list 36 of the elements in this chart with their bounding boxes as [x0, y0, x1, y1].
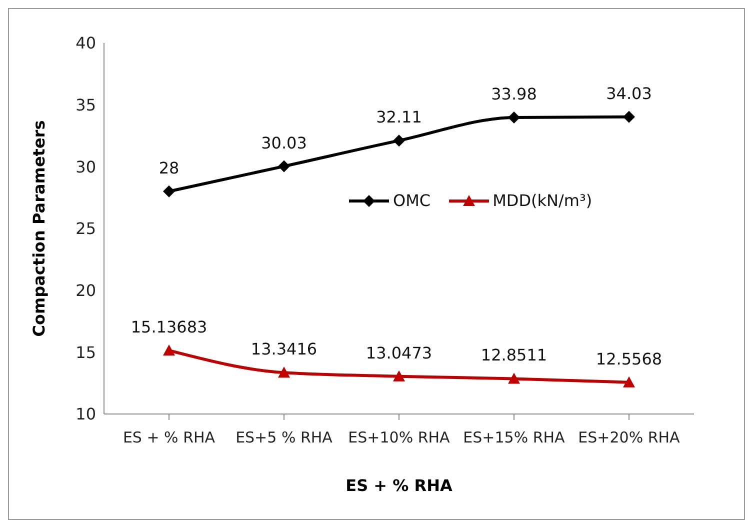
x-axis-title: ES + % RHA [346, 476, 453, 495]
data-label: 34.03 [606, 84, 652, 103]
legend-label: MDD(kN/m³) [492, 191, 592, 210]
point [623, 376, 635, 388]
x-tick-label: ES+10% RHA [348, 428, 451, 447]
point [278, 366, 290, 378]
data-label: 12.8511 [480, 346, 548, 365]
point [278, 160, 290, 172]
data-label: 15.13683 [130, 317, 208, 336]
data-label: 28 [158, 158, 180, 178]
point [393, 134, 405, 147]
y-tick-label: 15 [76, 342, 96, 362]
point [508, 111, 520, 124]
y-tick-label: 25 [76, 219, 96, 238]
x-tick-label: ES+15% RHA [463, 428, 566, 447]
point [163, 344, 175, 356]
data-label: 13.3416 [250, 340, 318, 359]
legend-label: OMC [393, 191, 431, 210]
data-label: 33.98 [491, 84, 537, 104]
y-tick-label: 40 [76, 34, 96, 53]
data-label: 13.0473 [366, 343, 432, 362]
x-tick-label: ES + % RHA [122, 428, 216, 447]
y-tick-label: 35 [76, 96, 96, 115]
y-tick-label: 20 [76, 281, 96, 300]
y-tick-label: 30 [76, 157, 96, 176]
data-label: 32.11 [376, 108, 422, 127]
y-axis-title: Compaction Parameters [30, 120, 49, 337]
point [508, 372, 520, 384]
point [623, 110, 635, 123]
point [163, 185, 175, 198]
point [393, 370, 405, 382]
y-tick-label: 10 [76, 404, 96, 424]
data-label: 12.5568 [596, 349, 662, 368]
data-label: 30.03 [261, 133, 307, 152]
x-tick-label: ES+5 % RHA [236, 428, 334, 447]
x-tick-label: ES+20% RHA [578, 428, 681, 447]
